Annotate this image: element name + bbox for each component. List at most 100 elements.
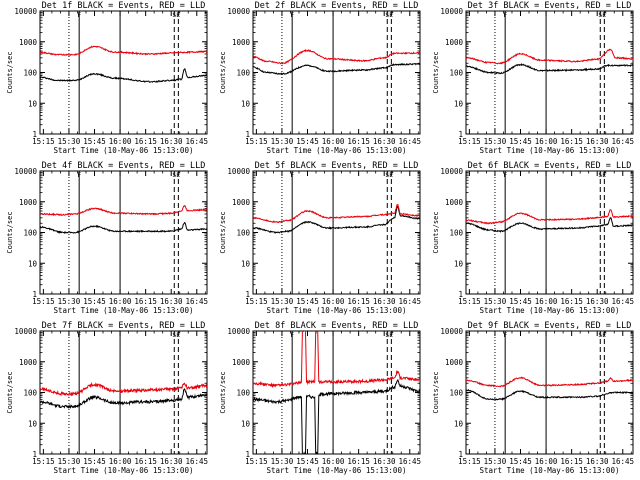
x-tick-label: 16:15 — [347, 297, 370, 306]
x-tick-label: 16:30 — [160, 137, 183, 146]
panel-title: Det 1f BLACK = Events, RED = LLD — [42, 1, 206, 11]
x-tick-label: 15:30 — [271, 457, 294, 466]
y-tick-label: 10 — [241, 419, 251, 428]
panel-svg: Det 5f BLACK = Events, RED = LLD 1 10 100 10… — [219, 161, 421, 315]
x-tick-label: 15:45 — [296, 457, 319, 466]
lld-series-line — [253, 203, 420, 224]
y-tick-label: 10 — [454, 99, 464, 108]
x-tick-label: 16:45 — [185, 137, 208, 146]
y-tick-label: 100 — [449, 389, 463, 398]
x-tick-label: 15:45 — [509, 297, 532, 306]
x-tick-label: 16:45 — [611, 457, 634, 466]
y-tick-label: 10000 — [14, 327, 37, 336]
x-tick-label: 15:45 — [509, 137, 532, 146]
marker-label: SE — [385, 11, 393, 19]
y-tick-label: 1 — [245, 450, 250, 459]
x-tick-label: 15:15 — [32, 137, 55, 146]
panel-svg: Det 4f BLACK = Events, RED = LLD 1 10 100 10… — [6, 161, 208, 315]
y-tick-label: 1 — [458, 290, 463, 299]
marker-label: F — [503, 171, 507, 179]
plot-frame — [465, 330, 634, 455]
x-tick-label: 16:00 — [535, 297, 558, 306]
marker-label: SE — [385, 171, 393, 179]
y-axis-label: Counts/sec — [6, 51, 14, 93]
marker-label: SE — [598, 171, 606, 179]
y-tick-label: 10000 — [14, 167, 37, 176]
lld-series-line — [466, 209, 633, 225]
marker-label: SE — [598, 331, 606, 339]
x-axis-label: Start Time (10-May-06 15:13:00) — [267, 146, 407, 155]
y-tick-label: 100 — [236, 69, 250, 78]
y-tick-label: 10000 — [227, 7, 250, 16]
y-tick-label: 10 — [28, 259, 38, 268]
y-axis-label: Counts/sec — [432, 371, 440, 413]
y-tick-label: 10000 — [440, 7, 463, 16]
x-tick-label: 16:15 — [134, 137, 157, 146]
events-series-line — [253, 205, 420, 234]
plot-frame — [39, 10, 208, 135]
plot-frame — [465, 170, 634, 295]
marker-label: SE — [172, 331, 180, 339]
marker-label: SE — [172, 171, 180, 179]
x-tick-label: 15:15 — [245, 457, 268, 466]
y-tick-label: 10000 — [440, 327, 463, 336]
x-tick-label: 16:30 — [160, 297, 183, 306]
lld-series-line — [466, 48, 633, 65]
y-tick-label: 1 — [458, 130, 463, 139]
events-series-line — [466, 388, 633, 401]
x-tick-label: 16:45 — [611, 297, 634, 306]
y-tick-label: 10 — [241, 99, 251, 108]
y-axis-label: Counts/sec — [6, 371, 14, 413]
y-tick-label: 10000 — [227, 167, 250, 176]
x-tick-label: 15:30 — [58, 457, 81, 466]
x-tick-label: 16:00 — [109, 137, 132, 146]
x-tick-label: 15:15 — [32, 457, 55, 466]
detector-panel-8: Det 8f BLACK = Events, RED = LLD 1 10 100 10… — [213, 320, 426, 480]
panel-svg: Det 1f BLACK = Events, RED = LLD 1 10 100 10… — [6, 1, 208, 155]
y-tick-label: 10 — [454, 419, 464, 428]
x-tick-label: 16:00 — [322, 137, 345, 146]
y-tick-label: 100 — [23, 69, 37, 78]
x-tick-label: 15:15 — [245, 297, 268, 306]
y-tick-label: 10 — [454, 259, 464, 268]
detector-panel-2: Det 2f BLACK = Events, RED = LLD 1 10 100 10… — [213, 0, 426, 160]
events-series-line — [253, 378, 420, 454]
marker-label: SE — [385, 331, 393, 339]
x-tick-label: 16:45 — [185, 457, 208, 466]
y-tick-label: 1000 — [19, 198, 38, 207]
y-axis-label: Counts/sec — [219, 371, 227, 413]
marker-label: F — [290, 11, 294, 19]
events-series-line — [466, 62, 633, 75]
events-series-line — [466, 217, 633, 233]
x-tick-label: 16:15 — [347, 457, 370, 466]
x-tick-label: 15:30 — [484, 297, 507, 306]
events-series-line — [253, 62, 420, 76]
y-tick-label: 1 — [32, 130, 37, 139]
panel-title: Det 4f BLACK = Events, RED = LLD — [42, 161, 206, 171]
x-tick-label: 15:45 — [83, 297, 106, 306]
lld-series-line — [40, 45, 207, 57]
y-tick-label: 1000 — [445, 198, 464, 207]
x-tick-label: 15:45 — [83, 137, 106, 146]
x-tick-label: 15:30 — [484, 137, 507, 146]
y-tick-label: 1000 — [232, 198, 251, 207]
marker-label: F — [503, 11, 507, 19]
x-tick-label: 15:30 — [58, 297, 81, 306]
panel-svg: Det 2f BLACK = Events, RED = LLD 1 10 100 10… — [219, 1, 421, 155]
detector-panel-5: Det 5f BLACK = Events, RED = LLD 1 10 100 10… — [213, 160, 426, 320]
panel-title: Det 5f BLACK = Events, RED = LLD — [255, 161, 419, 171]
panel-title: Det 3f BLACK = Events, RED = LLD — [468, 1, 632, 11]
x-tick-label: 16:15 — [134, 297, 157, 306]
y-tick-label: 1000 — [445, 358, 464, 367]
marker-label: SE — [172, 11, 180, 19]
x-tick-label: 16:30 — [586, 297, 609, 306]
marker-label: F — [290, 171, 294, 179]
x-tick-label: 15:15 — [458, 297, 481, 306]
x-tick-label: 16:00 — [535, 457, 558, 466]
x-tick-label: 16:00 — [322, 297, 345, 306]
lld-series-line — [466, 376, 633, 388]
panel-title: Det 7f BLACK = Events, RED = LLD — [42, 321, 206, 331]
panel-title: Det 8f BLACK = Events, RED = LLD — [255, 321, 419, 331]
y-tick-label: 1 — [32, 290, 37, 299]
